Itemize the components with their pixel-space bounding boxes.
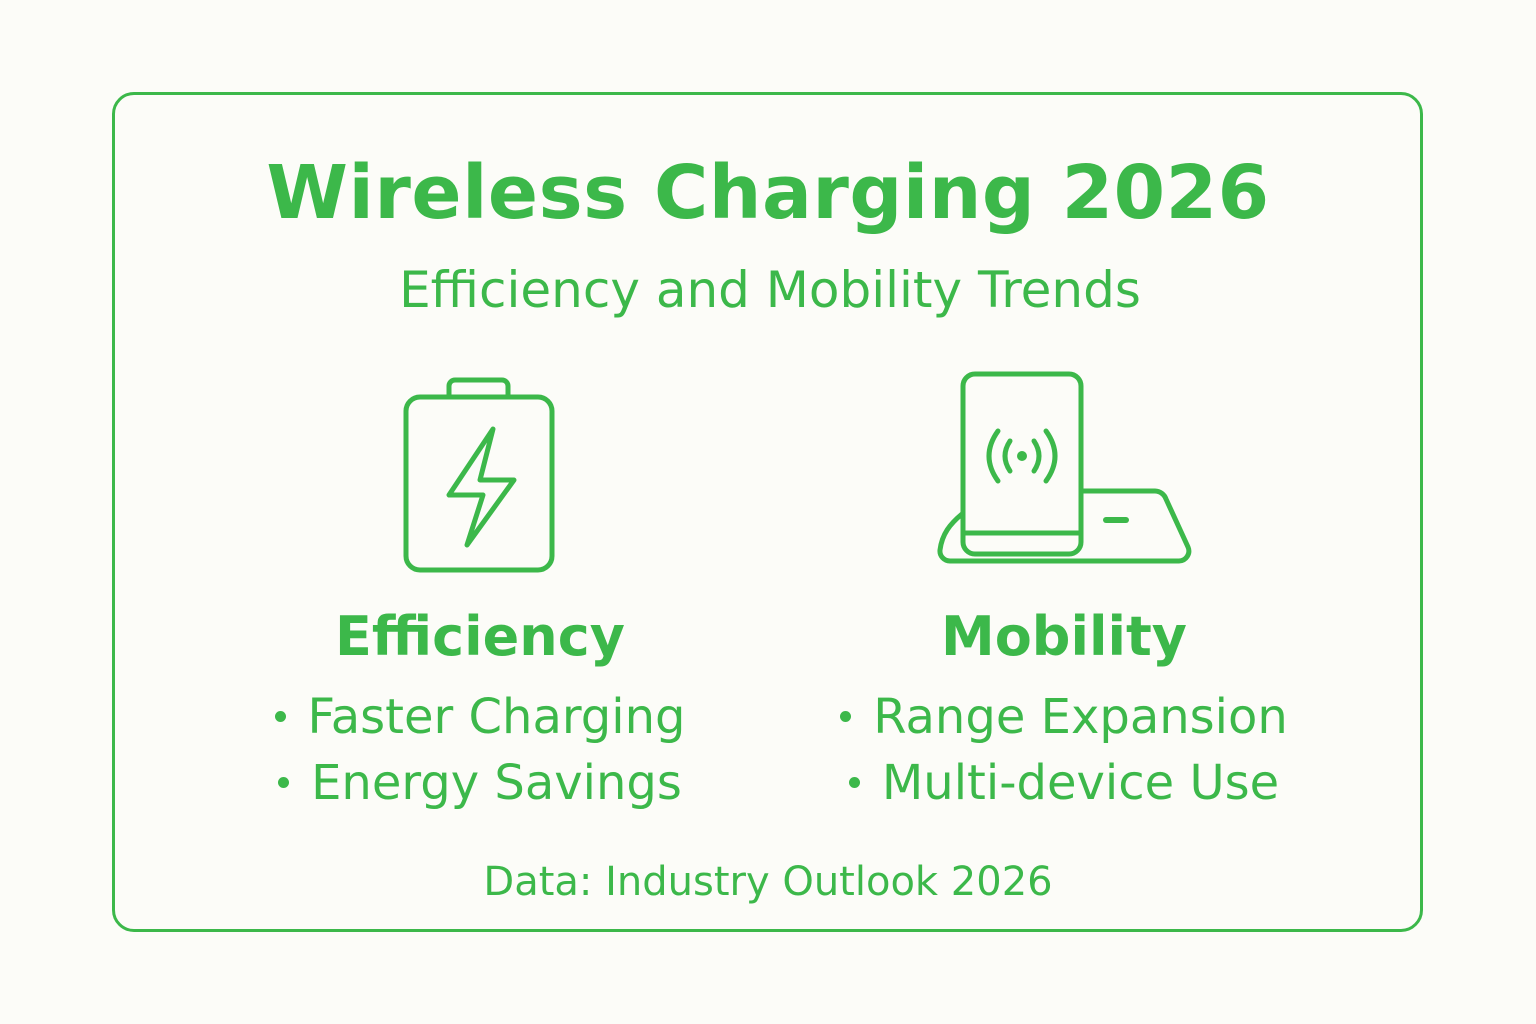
bullet-text: Multi-device Use bbox=[881, 755, 1280, 811]
phone-wireless-charging-pad-icon bbox=[937, 371, 1192, 564]
mobility-bullet-list: Range Expansion Multi-device Use bbox=[764, 684, 1364, 816]
bullet-text: Energy Savings bbox=[311, 755, 682, 811]
efficiency-heading: Efficiency bbox=[335, 605, 625, 668]
battery-bolt-icon bbox=[403, 377, 555, 573]
bullet-text: Faster Charging bbox=[307, 689, 686, 745]
bullet-icon bbox=[274, 710, 286, 722]
list-item: Energy Savings bbox=[180, 750, 780, 816]
bullet-text: Range Expansion bbox=[873, 689, 1288, 745]
page-subtitle: Efficiency and Mobility Trends bbox=[399, 261, 1141, 319]
efficiency-bullet-list: Faster Charging Energy Savings bbox=[180, 684, 780, 816]
source-footnote: Data: Industry Outlook 2026 bbox=[483, 859, 1053, 905]
bullet-icon bbox=[278, 776, 290, 788]
bullet-icon bbox=[840, 710, 852, 722]
infographic-card bbox=[112, 92, 1423, 932]
page-title: Wireless Charging 2026 bbox=[266, 150, 1270, 236]
list-item: Range Expansion bbox=[764, 684, 1364, 750]
bullet-icon bbox=[848, 776, 860, 788]
list-item: Faster Charging bbox=[180, 684, 780, 750]
list-item: Multi-device Use bbox=[764, 750, 1364, 816]
mobility-heading: Mobility bbox=[940, 605, 1188, 668]
